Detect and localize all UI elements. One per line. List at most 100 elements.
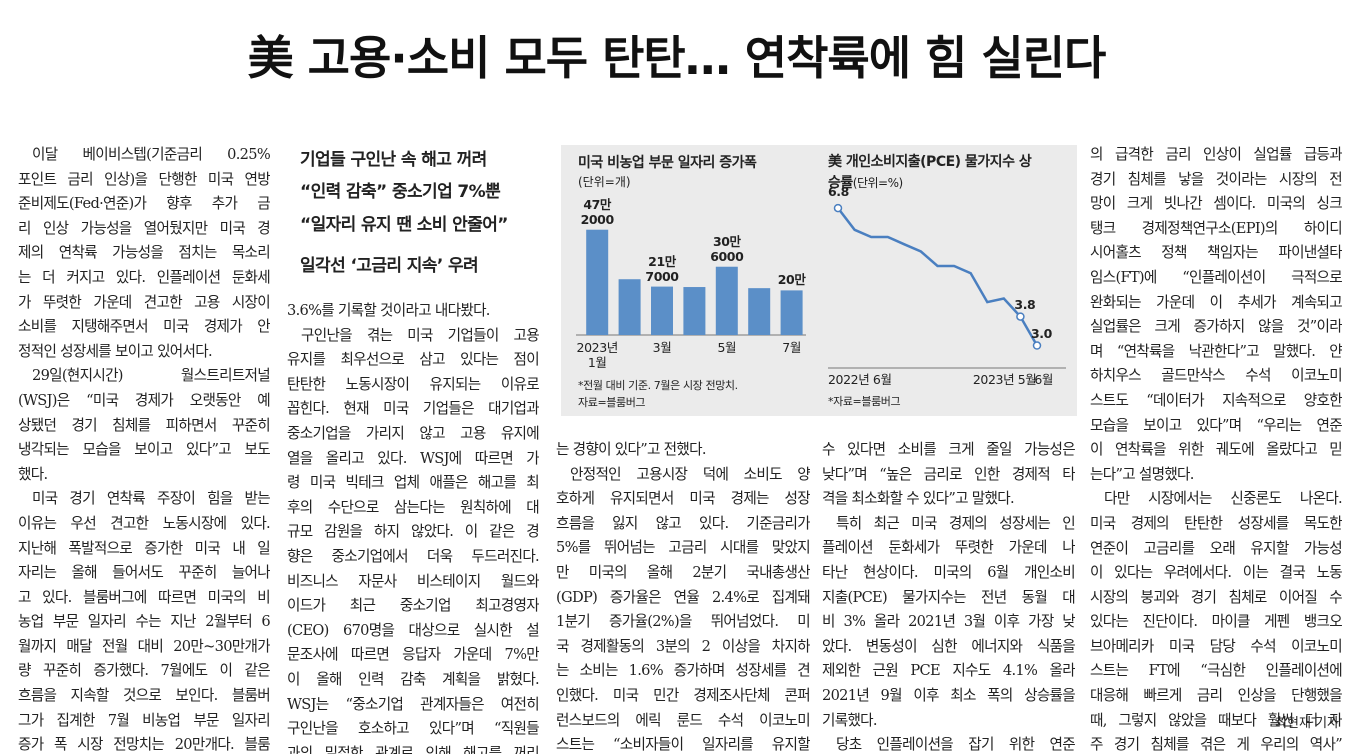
subheading: “인력 감축” 중소기업 7%뿐: [300, 182, 501, 202]
data-label: 20만: [777, 272, 806, 288]
point: [1032, 341, 1042, 350]
chart-note: 자료=블룸버그: [578, 396, 646, 409]
chart-panel: [561, 145, 1077, 416]
text-line: 리 인상 가능성을 열어뒀지만 미국 경: [18, 219, 270, 237]
text-line: 의 급격한 금리 인상이 실업률 급등과: [1090, 146, 1342, 163]
text-line: 5%를 뛰어넘는 고금리 시대를 맞았지: [556, 539, 810, 557]
text-line: 이 올해 인력 감축 계획을 밝혔다.: [287, 670, 539, 688]
text-line: 주 경기 침체를 겪은 게 우리의 역사”: [1090, 736, 1342, 754]
line-series: [837, 207, 1039, 347]
text-line: 3.6%를 기록할 것이라고 내다봤다.: [287, 302, 490, 319]
data-label: 30만 6000: [710, 233, 744, 264]
text-column: 는 경향이 있다”고 전했다. 안정적인 고용시장 덕에 소비도 양 호하게 유지되…: [556, 438, 810, 754]
data-label: 47만 2000: [580, 196, 615, 227]
text-line: 타난 현상이다. 미국의 6월 개인소비: [822, 563, 1075, 581]
text-line: (GDP) 증가율은 연율 2.4%로 집계돼: [556, 588, 810, 606]
text-line: 가 뚜렷한 가운데 견고한 고용 시장이: [18, 293, 270, 311]
text-line: 모습을 보이고 있다”며 “우리는 연준: [1090, 416, 1342, 434]
text-line: 이달 베이비스텝(기준금리 0.25%: [32, 146, 270, 163]
text-line: (CEO) 670명을 대상으로 실시한 설: [287, 621, 539, 639]
text-line: 시장의 붕괴와 경기 침체로 이어질 수: [1090, 588, 1342, 606]
text-line: 준비제도(Fed·연준)가 향후 추가 금: [18, 195, 270, 213]
text-line: 스트도 “데이터가 지속적으로 양호한: [1090, 391, 1342, 409]
text-line: 경기 침체를 낳을 것이라는 시장의 전: [1090, 170, 1342, 188]
text-line: 과의 밀접한 관계로 인해 해고를 꺼리: [287, 744, 539, 754]
text-column: 3.6%를 기록할 것이라고 내다봤다. 구인난을 겪는 미국 기업들이 고용 유지…: [287, 299, 539, 754]
text-line: 흐름을 지속할 것으로 보인다. 블룸버: [18, 687, 270, 705]
x-tick-label: 7월: [782, 340, 801, 355]
text-line: 열을 올리고 있다. WSJ에 따르면 가: [287, 449, 539, 467]
chart-unit: (단위=개): [578, 175, 631, 189]
text-line: 만 미국의 올해 2분기 국내총생산: [556, 563, 810, 581]
text-line: 월까지 매달 전월 대비 20만~30만개가: [18, 637, 270, 655]
x-tick-label: 2022년 6월: [828, 372, 892, 387]
text-line: 꼽힌다. 현재 미국 기업들은 대기업과: [287, 400, 539, 418]
text-line: 인했다. 미국 민간 경제조사단체 콘퍼: [556, 686, 810, 704]
chart-title: 미국 비농업 부문 일자리 증가폭: [578, 155, 757, 171]
x-tick-label: 6월: [1034, 372, 1053, 387]
text-column: 이달 베이비스텝(기준금리 0.25% 포인트 금리 인상)을 단행한 미국 연방…: [18, 143, 270, 754]
byline: 최현재 기자: [1275, 716, 1339, 731]
text-line: WSJ는 “중소기업 관계자들은 여전히: [287, 695, 539, 713]
text-line: 지출(PCE) 물가지수는 전년 동월 대: [822, 588, 1075, 606]
text-line: 정적인 성장세를 보이고 있어서다.: [18, 342, 213, 360]
bar: [715, 266, 738, 335]
text-line: 있다는 진단이다. 마이클 게펜 뱅크오: [1090, 613, 1342, 631]
text-line: 미국 경기 연착륙 주장이 힘을 받는: [32, 490, 270, 508]
data-label: 3.8: [1014, 296, 1036, 312]
text-line: 규모 감원을 하지 않았다. 이 같은 경: [287, 523, 539, 541]
x-tick-label: 2023년 1월: [576, 340, 619, 370]
chart-unit: (단위=%): [852, 176, 903, 190]
text-line: 비 3% 올라 2021년 3월 이후 가장 낮: [822, 613, 1075, 631]
text-line: 호하게 유지되면서 미국 경제는 성장: [556, 490, 810, 508]
text-line: 기록했다.: [822, 711, 878, 729]
text-line: 았다. 변동성이 심한 에너지와 식품을: [822, 637, 1075, 655]
text-line: 문조사에 따르면 응답자 가운데 7%만: [287, 646, 539, 664]
text-line: 안정적인 고용시장 덕에 소비도 양: [570, 465, 810, 483]
text-line: 때, 그렇지 않았을 때보다 훨씬 더 자: [1090, 711, 1342, 729]
text-line: 그가 집계한 7월 비농업 부문 일자리: [18, 711, 270, 729]
text-line: (WSJ)은 “미국 경제가 오랫동안 예: [18, 391, 270, 409]
text-line: 국 경제활동의 3분의 2 이상을 차지하: [556, 637, 810, 655]
text-line: 비즈니스 자문사 비스테이지 월드와: [287, 572, 539, 590]
text-line: 제의 연착륙 가능성을 점치는 목소리: [18, 244, 270, 262]
data-label: 21만 7000: [645, 253, 679, 284]
chart-title-text: 美 개인소비지출(PCE) 물가지수 상승률: [828, 154, 1032, 191]
bar: [651, 286, 673, 335]
text-line: 낮다”며 “높은 금리로 인한 경제적 타: [822, 465, 1075, 483]
bar: [683, 287, 706, 335]
text-line: 냉각되는 모습을 보이고 있다”고 보도: [18, 441, 270, 459]
text-line: 는 더 커지고 있다. 인플레이션 둔화세: [18, 268, 270, 286]
text-line: 유지를 최우선으로 삼고 있다는 점이: [287, 351, 539, 369]
text-line: 농업 부문 일자리 수는 지난 2월부터 6: [18, 613, 270, 631]
bar: [586, 229, 609, 335]
text-line: 향은 중소기업에서 더욱 두드러진다.: [287, 547, 539, 565]
text-line: 상됐던 경기 침체를 피하면서 꾸준히: [18, 416, 270, 434]
bar: [748, 288, 771, 335]
subheading: “일자리 유지 땐 소비 안줄어”: [300, 215, 508, 235]
text-line: 구인난을 호소하고 있다”며 “직원들: [287, 720, 539, 738]
text-line: 지난해 폭발적으로 증가한 미국 내 일: [18, 539, 270, 557]
text-line: 소비를 지탱해주면서 미국 경제가 안: [18, 318, 270, 336]
text-line: 포인트 금리 인상)을 단행한 미국 연방: [18, 170, 270, 188]
text-line: 브아메리카 미국 담당 수석 이코노미: [1090, 637, 1342, 655]
text-line: 하치우스 골드만삭스 수석 이코노미: [1090, 367, 1342, 385]
text-line: 망이 크게 빗나간 셈이다. 미국의 싱크: [1090, 195, 1342, 213]
text-line: 제외한 근원 PCE 지수도 4.1% 올라: [822, 662, 1075, 680]
text-line: 당초 인플레이션을 잡기 위한 연준: [836, 736, 1075, 754]
text-line: 특히 최근 미국 경제의 성장세는 인: [836, 514, 1075, 532]
text-line: 다만 시장에서는 신중론도 나온다.: [1104, 490, 1342, 508]
text-line: 수 있다면 소비를 크게 줄일 가능성은: [822, 441, 1075, 458]
text-line: 탱크 경제정책연구소(EPI)의 하이디: [1090, 219, 1342, 237]
text-line: 했다.: [18, 465, 48, 483]
subheading: 기업들 구인난 속 해고 꺼려: [300, 150, 487, 170]
text-line: 2021년 9월 이후 최소 폭의 상승률을: [822, 686, 1075, 704]
text-line: 29일(현지시간) 월스트리트저널: [32, 367, 270, 385]
text-line: 미국 경제의 탄탄한 성장세를 목도한: [1090, 514, 1342, 532]
text-line: 스트는 FT에 “극심한 인플레이션에: [1090, 662, 1342, 680]
text-line: 령 미국 빅테크 업체 애플은 해고를 최: [287, 474, 539, 492]
text-line: 자리는 올해 들어서도 꾸준히 늘어나: [18, 564, 270, 582]
